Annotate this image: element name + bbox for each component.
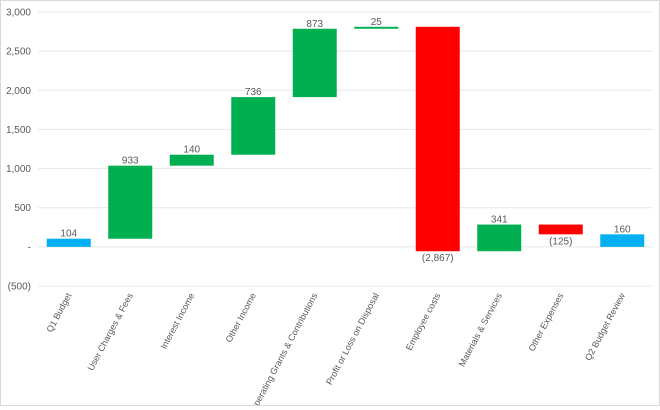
x-tick-label: Profit or Loss on Disposal — [324, 291, 381, 386]
y-tick-label: 1,000 — [6, 164, 31, 175]
x-tick-label: Other Expenses — [526, 291, 565, 353]
bar-5 — [354, 26, 399, 29]
y-tick-label: 2,500 — [6, 47, 31, 58]
bar-1 — [108, 165, 153, 239]
data-label: 104 — [60, 229, 77, 240]
bar-2 — [169, 154, 214, 166]
x-tick-label: User Charges & Fees — [86, 291, 136, 373]
bar-7 — [477, 224, 522, 252]
bar-0 — [46, 238, 91, 247]
x-tick-label: Operating Grants & Contributions — [248, 291, 320, 405]
y-tick-label: 2,000 — [6, 86, 31, 97]
data-label: 160 — [614, 224, 631, 235]
x-tick-label: Q1 Budget — [44, 291, 73, 334]
bars — [46, 26, 645, 252]
bar-4 — [292, 28, 337, 98]
data-labels: 104 933 140 736 873 25 (2,867) 341 (125) 160 — [60, 17, 631, 264]
y-tick-label: 1,500 — [6, 125, 31, 136]
data-label: (2,867) — [422, 253, 454, 264]
x-tick-label: Q2 Budget Review — [583, 291, 627, 362]
x-tick-label: Interest Income — [159, 291, 197, 350]
y-axis: (500) - 500 1,000 1,500 2,000 2,500 3,000 — [6, 8, 31, 293]
y-tick-label: 3,000 — [6, 8, 31, 19]
y-tick-label: (500) — [8, 282, 31, 293]
x-tick-label: Employee costs — [404, 291, 443, 352]
data-label: 140 — [183, 145, 200, 156]
bar-8 — [538, 224, 583, 235]
data-label: 25 — [371, 17, 383, 28]
x-axis: Q1 Budget User Charges & Fees Interest Inc… — [44, 291, 627, 410]
data-label: (125) — [549, 236, 572, 247]
data-label: 736 — [245, 87, 262, 98]
data-label: 341 — [491, 215, 508, 226]
bar-6 — [415, 26, 460, 252]
data-label: 873 — [306, 19, 323, 30]
data-label: 933 — [122, 156, 139, 167]
bar-9 — [600, 234, 645, 247]
y-tick-label: - — [28, 242, 31, 253]
bar-3 — [231, 97, 276, 155]
x-tick-label: Materials & Services — [457, 291, 505, 369]
y-tick-label: 500 — [14, 203, 31, 214]
x-tick-label: Other Income — [224, 291, 258, 344]
